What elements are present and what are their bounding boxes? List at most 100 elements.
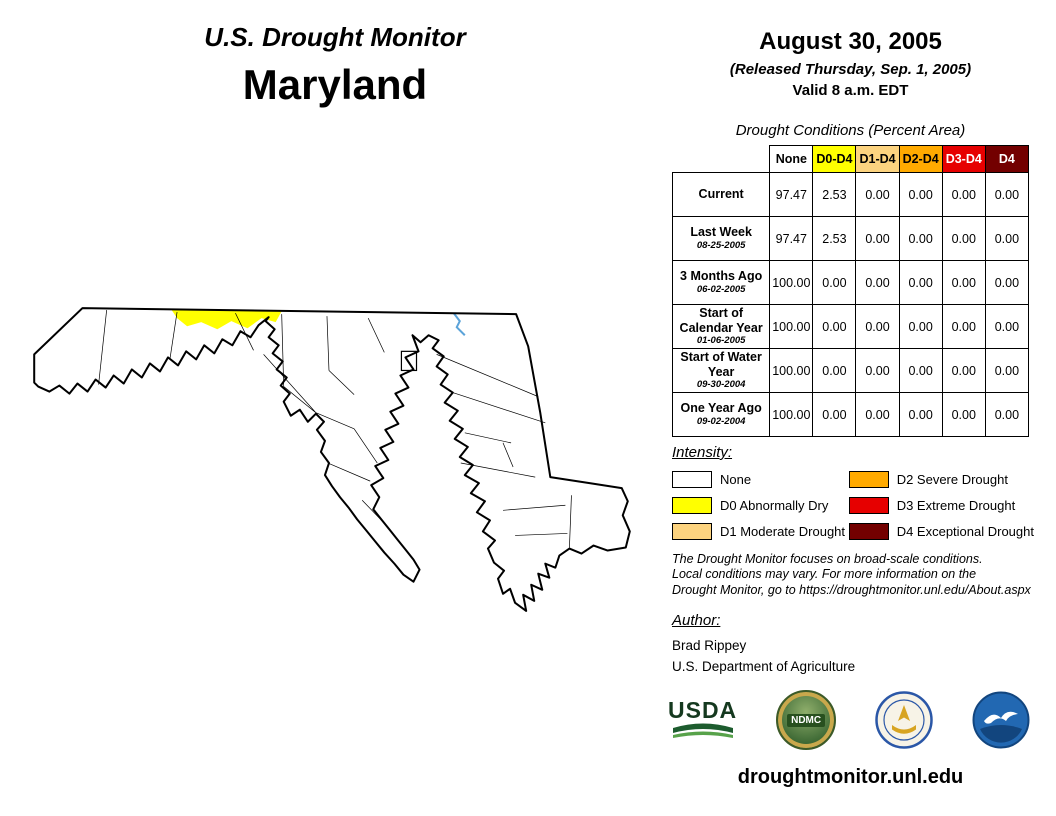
table-row-start-water-year: Start of Water Year 09-30-2004 100.00 0.…: [671, 348, 1030, 393]
table-cell: 100.00: [769, 304, 814, 349]
legend-item-none: None: [672, 471, 849, 488]
legend-swatch-d1: [672, 523, 712, 540]
disclaimer-line-3: Drought Monitor, go to https://droughtmo…: [672, 582, 1031, 597]
table-cell: 0.00: [984, 348, 1030, 393]
author-section: Author: Brad Rippey U.S. Department of A…: [672, 612, 855, 674]
valid-time: Valid 8 a.m. EDT: [792, 82, 909, 99]
legend-swatch-d4: [848, 523, 889, 540]
logos-row: USDA NDMC: [668, 690, 1030, 750]
state-name: Maryland: [242, 61, 428, 108]
table-row-label: One Year Ago 09-02-2004: [671, 392, 771, 437]
intensity-legend: Intensity: None D0 Abnormally Dry D1 Mod…: [672, 444, 1034, 540]
table-cell: 0.00: [855, 304, 900, 349]
table-row-label: Start of Calendar Year 01-06-2005: [671, 304, 771, 349]
legend-item-d0: D0 Abnormally Dry: [672, 497, 849, 514]
legend-item-d2: D2 Severe Drought: [848, 471, 1034, 488]
page-title: U.S. Drought Monitor: [204, 22, 466, 52]
usda-logo: USDA: [668, 696, 738, 742]
table-row-label: Start of Water Year 09-30-2004: [671, 348, 771, 393]
table-cell: 0.00: [941, 172, 986, 217]
table-corner-cell: [672, 145, 770, 173]
table-cell: 0.00: [855, 172, 900, 217]
ndmc-logo-text: NDMC: [787, 713, 826, 727]
noaa-seal-icon: [972, 691, 1030, 749]
footer-url: droughtmonitor.unl.edu: [737, 766, 964, 788]
table-cell: 0.00: [941, 260, 986, 305]
row-label-text: Start of Calendar Year: [679, 306, 763, 335]
disclaimer-line-1: The Drought Monitor focuses on broad-sca…: [672, 552, 983, 566]
table-row-3-months-ago: 3 Months Ago 06-02-2005 100.00 0.00 0.00…: [671, 260, 1030, 305]
report-date: August 30, 2005: [759, 28, 942, 55]
row-label-text: 3 Months Ago: [680, 269, 763, 284]
table-row-current: Current 97.47 2.53 0.00 0.00 0.00 0.00: [671, 172, 1030, 217]
ndmc-logo: NDMC: [776, 690, 837, 750]
table-cell: 0.00: [984, 260, 1030, 305]
state-fill: [34, 308, 630, 611]
drought-conditions-table: None D0-D4 D1-D4 D2-D4 D3-D4 D4 Current …: [671, 145, 1030, 437]
table-cell: 97.47: [769, 216, 814, 261]
table-cell: 0.00: [855, 260, 900, 305]
table-cell: 0.00: [898, 348, 943, 393]
table-cell: 0.00: [941, 304, 986, 349]
table-cell: 0.00: [812, 304, 857, 349]
disclaimer-line-2: Local conditions may vary. For more info…: [672, 567, 977, 582]
table-cell: 0.00: [941, 348, 986, 393]
release-date: (Released Thursday, Sep. 1, 2005): [729, 61, 972, 78]
table-cell: 0.00: [941, 392, 986, 437]
legend-heading: Intensity:: [672, 444, 733, 461]
row-label-text: Start of Water Year: [680, 350, 762, 379]
table-row-label: 3 Months Ago 06-02-2005: [671, 260, 771, 305]
commerce-seal-icon: [875, 691, 933, 749]
legend-label: D3 Extreme Drought: [896, 498, 1016, 513]
table-row-start-calendar-year: Start of Calendar Year 01-06-2005 100.00…: [671, 304, 1030, 349]
table-cell: 0.00: [898, 304, 943, 349]
table-cell: 0.00: [855, 216, 900, 261]
legend-item-d1: D1 Moderate Drought: [672, 523, 849, 540]
noaa-logo: [972, 691, 1030, 749]
table-cell: 0.00: [855, 392, 900, 437]
legend-label: D0 Abnormally Dry: [720, 498, 829, 513]
usda-logo-text: USDA: [668, 696, 738, 723]
legend-swatch-none: [672, 471, 712, 488]
row-label-date: 01-06-2005: [696, 334, 746, 346]
table-cell: 0.00: [812, 260, 857, 305]
legend-item-d4: D4 Exceptional Drought: [848, 523, 1034, 540]
legend-swatch-d3: [848, 497, 889, 514]
commerce-logo: [875, 691, 933, 749]
table-caption: Drought Conditions (Percent Area): [735, 122, 966, 139]
table-cell: 0.00: [984, 392, 1030, 437]
table-cell: 0.00: [941, 216, 986, 261]
row-label-date: 06-02-2005: [696, 283, 746, 295]
legend-columns: None D0 Abnormally Dry D1 Moderate Droug…: [672, 471, 1034, 540]
legend-column-2: D2 Severe Drought D3 Extreme Drought D4 …: [848, 471, 1034, 540]
row-label-date: 08-25-2005: [696, 239, 746, 251]
table-cell: 100.00: [769, 348, 814, 393]
header-left: U.S. Drought Monitor Maryland: [90, 22, 580, 109]
table-cell: 0.00: [898, 216, 943, 261]
table-cell: 100.00: [769, 392, 814, 437]
column-header-d3-d4: D3-D4: [941, 145, 986, 173]
legend-label: D2 Severe Drought: [896, 472, 1008, 487]
legend-label: D1 Moderate Drought: [720, 524, 846, 539]
legend-item-d3: D3 Extreme Drought: [848, 497, 1034, 514]
legend-column-1: None D0 Abnormally Dry D1 Moderate Droug…: [672, 471, 849, 540]
header-right: August 30, 2005 (Released Thursday, Sep.…: [672, 28, 1029, 99]
table-cell: 0.00: [812, 348, 857, 393]
row-label-text: Last Week: [690, 225, 752, 240]
table-row-one-year-ago: One Year Ago 09-02-2004 100.00 0.00 0.00…: [671, 392, 1030, 437]
author-heading: Author:: [672, 612, 721, 629]
row-label-date: 09-02-2004: [696, 415, 746, 427]
author-org: U.S. Department of Agriculture: [672, 659, 856, 674]
legend-swatch-d0: [672, 497, 712, 514]
column-header-d0-d4: D0-D4: [812, 145, 857, 173]
table-cell: 0.00: [984, 216, 1030, 261]
table-header-row: None D0-D4 D1-D4 D2-D4 D3-D4 D4: [672, 145, 1030, 173]
legend-swatch-d2: [848, 471, 889, 488]
column-header-d2-d4: D2-D4: [898, 145, 943, 173]
column-header-d4: D4: [984, 145, 1030, 173]
table-cell: 2.53: [812, 172, 857, 217]
susquehanna-river-icon: [452, 312, 466, 336]
legend-label: D4 Exceptional Drought: [896, 524, 1034, 539]
maryland-map: [33, 307, 631, 612]
